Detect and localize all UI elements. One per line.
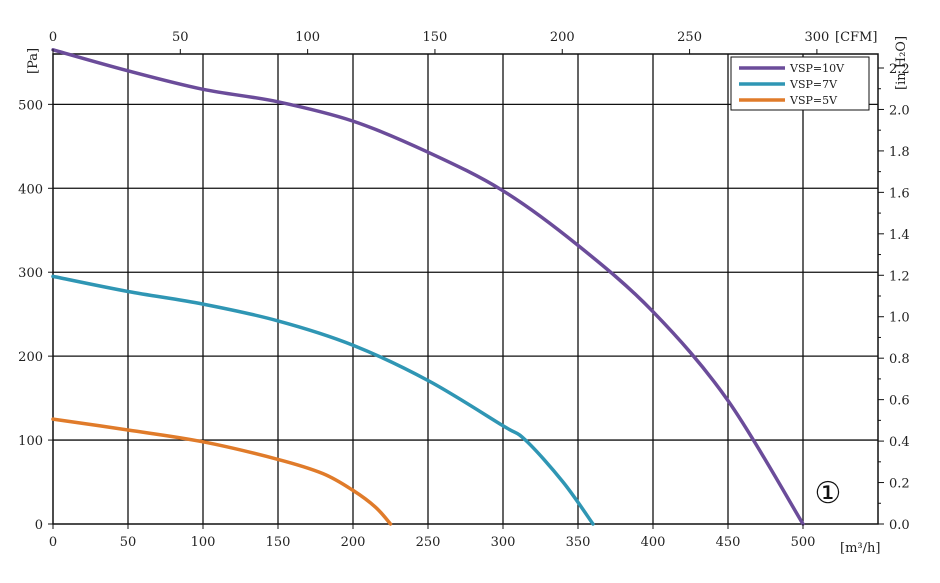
x-top-tick-label: 250 — [677, 30, 702, 45]
x-top-tick-label: 0 — [49, 30, 57, 45]
x-bottom-tick-label: 250 — [416, 535, 441, 550]
series-line-vsp7v — [51, 274, 595, 526]
y-right-tick-label: 1.8 — [889, 145, 910, 160]
x-bottom-tick-label: 500 — [791, 535, 816, 550]
x-bottom-tick-label: 300 — [491, 535, 516, 550]
curve-marker-annotation: ① — [815, 476, 842, 511]
y-right-tick-label: 1.2 — [889, 269, 910, 284]
x-top-tick-label: 200 — [550, 30, 575, 45]
y-right-tick-label: 2.2 — [889, 62, 910, 77]
tick-labels: 0 50 100 150 200 250 300 350 400 450 500 0 50 100 150 2… — [18, 30, 910, 550]
y-right-tick-label: 0.2 — [889, 477, 910, 492]
y-right-tick-label: 0.4 — [889, 435, 910, 450]
x-bottom-tick-label: 150 — [266, 535, 291, 550]
top-axis-unit: [CFM] — [835, 30, 877, 45]
legend-label-vsp7: VSP=7V — [789, 78, 838, 91]
plot-frame — [52, 53, 879, 525]
y-right-tick-label: 1.0 — [889, 311, 910, 326]
y-left-tick-label: 300 — [18, 266, 43, 281]
series-line-vsp10v — [51, 48, 805, 526]
bottom-axis-unit: [m³/h] — [840, 541, 880, 556]
x-bottom-tick-label: 100 — [191, 535, 216, 550]
y-left-tick-label: 100 — [18, 434, 43, 449]
x-bottom-tick-label: 400 — [641, 535, 666, 550]
x-bottom-tick-label: 450 — [716, 535, 741, 550]
y-right-tick-label: 2.0 — [889, 103, 910, 118]
right-axis-unit: [in H₂O] — [894, 36, 909, 90]
series-line-vsp5v — [51, 417, 393, 526]
y-left-tick-label: 200 — [18, 350, 43, 365]
x-bottom-tick-label: 200 — [341, 535, 366, 550]
x-top-tick-label: 300 — [804, 30, 829, 45]
performance-curves — [51, 48, 805, 526]
legend-label-vsp5: VSP=5V — [789, 94, 838, 107]
x-top-tick-label: 50 — [172, 30, 189, 45]
x-top-tick-label: 150 — [423, 30, 448, 45]
x-top-tick-label: 100 — [295, 30, 320, 45]
x-bottom-tick-label: 350 — [566, 535, 591, 550]
left-axis-unit: [Pa] — [26, 48, 41, 74]
y-left-tick-label: 500 — [18, 98, 43, 113]
y-right-tick-label: 0.6 — [889, 394, 910, 409]
legend: VSP=10V VSP=7V VSP=5V — [730, 56, 870, 111]
x-bottom-tick-label: 50 — [120, 535, 137, 550]
y-left-tick-label: 400 — [18, 182, 43, 197]
x-bottom-tick-label: 0 — [49, 535, 57, 550]
grid-lines — [53, 54, 878, 524]
y-left-tick-label: 0 — [35, 518, 43, 533]
legend-label-vsp10: VSP=10V — [789, 62, 845, 75]
y-right-tick-label: 1.6 — [889, 186, 910, 201]
y-right-tick-label: 0.8 — [889, 352, 910, 367]
y-right-tick-label: 0.0 — [889, 518, 910, 533]
y-right-tick-label: 1.4 — [889, 228, 910, 243]
